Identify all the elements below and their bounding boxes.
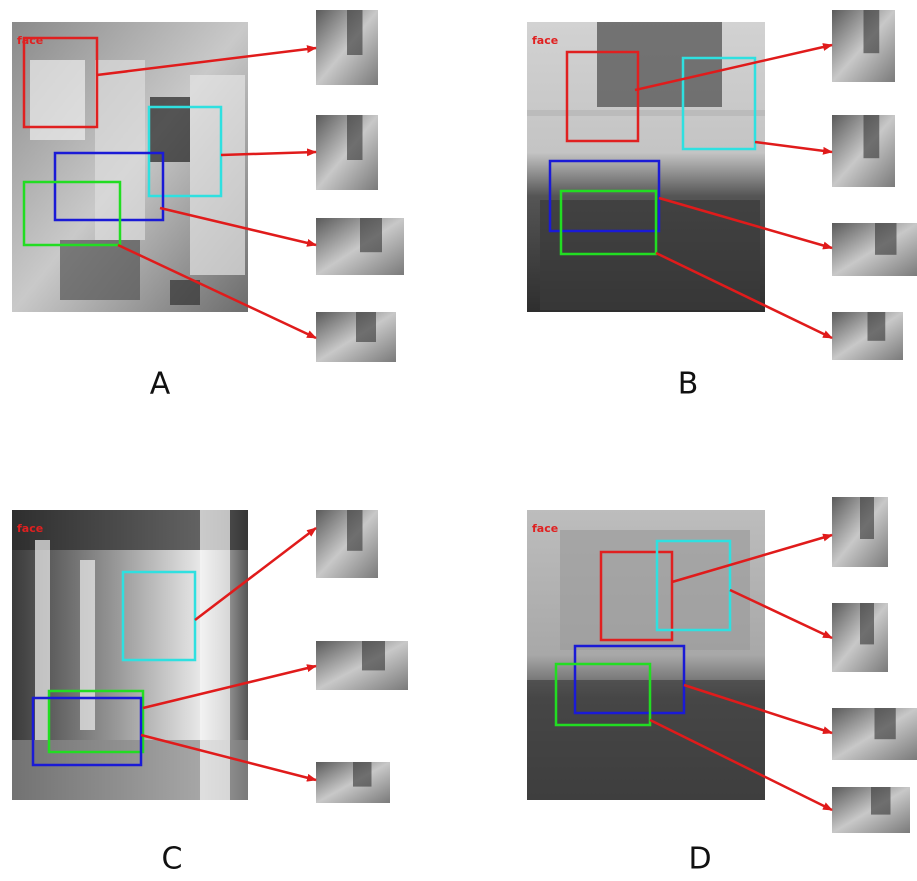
panel-label: C — [162, 842, 183, 877]
crop-detail — [356, 312, 376, 342]
face-tag: face — [532, 522, 558, 535]
crop-detail — [868, 312, 886, 341]
crop-detail — [871, 787, 891, 815]
panel-label: D — [688, 842, 711, 877]
crop-detail — [347, 10, 363, 55]
photo-detail — [190, 75, 245, 275]
figure: face Aface Bface Cface D — [0, 0, 917, 881]
crop-detail — [353, 762, 372, 787]
crop-patch — [832, 223, 917, 276]
photo-detail — [527, 680, 765, 800]
face-tag: face — [17, 522, 43, 535]
crop-detail — [860, 497, 874, 539]
crop-detail — [347, 510, 363, 551]
photo-detail — [170, 280, 200, 305]
photo-detail — [527, 110, 765, 116]
crop-detail — [875, 223, 897, 255]
crop-detail — [347, 115, 363, 160]
crop-detail — [864, 115, 880, 158]
photo-detail — [560, 530, 750, 650]
photo-detail — [80, 560, 95, 730]
face-tag: face — [532, 34, 558, 47]
crop-detail — [864, 10, 880, 53]
panel-label: B — [678, 367, 699, 402]
face-tag: face — [17, 34, 43, 47]
arrow — [755, 142, 832, 152]
crop-detail — [860, 603, 874, 644]
photo-detail — [597, 22, 722, 107]
crop-detail — [362, 641, 385, 670]
crop-detail — [875, 708, 896, 739]
crop-detail — [360, 218, 382, 252]
panel-label: A — [150, 367, 171, 402]
